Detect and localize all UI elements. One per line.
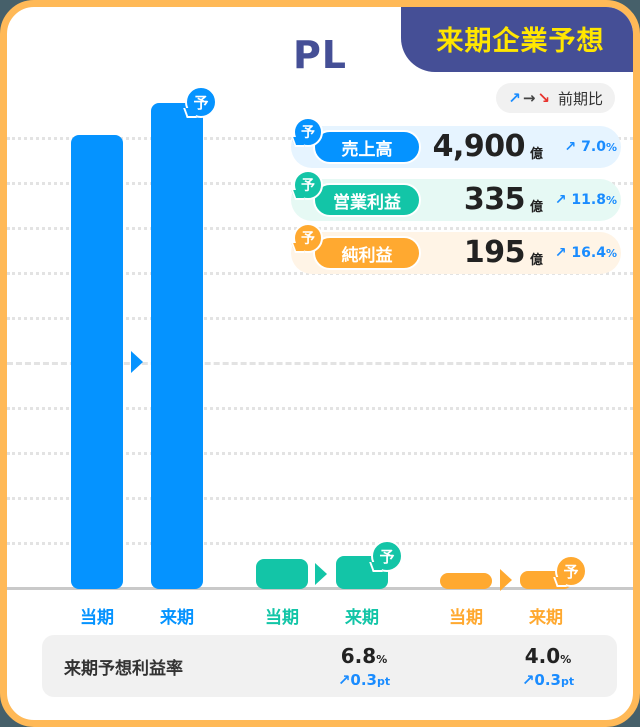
forecast-badge-icon: 予	[185, 86, 217, 118]
operating-margin-change: ↗0.3pt	[337, 671, 391, 689]
x-label-revenue-next: 来期	[160, 608, 194, 628]
arrow-up-icon: ↗	[564, 139, 577, 155]
arrow-right-icon	[500, 569, 512, 591]
x-label-net-current: 当期	[449, 608, 483, 628]
kpi-revenue: 売上高 予 4,900 億 ↗ 7.0%	[291, 117, 621, 168]
chart-title: PL	[292, 33, 348, 77]
arrow-right-icon	[131, 351, 143, 373]
arrow-flat-icon: →	[522, 89, 536, 107]
kpi-value: 195	[463, 235, 526, 270]
kpi-unit: 億	[529, 200, 543, 215]
bar-operating-current	[256, 559, 308, 589]
kpi-net-profit: 純利益 予 195 億 ↗ 16.4%	[291, 223, 621, 274]
net-margin-change: ↗0.3pt	[521, 671, 575, 689]
gridline-dashed	[7, 362, 633, 365]
x-label-operating-current: 当期	[265, 608, 299, 628]
bar-revenue-current	[71, 135, 123, 589]
x-label-operating-next: 来期	[345, 608, 379, 628]
net-margin-value: 4.0%	[524, 644, 572, 668]
arrow-up-icon: ↗	[554, 192, 567, 208]
gridline	[7, 407, 633, 410]
bar-chart: 予 予 予 当期 来期 当期 来期 当期 来期	[7, 7, 633, 720]
baseline	[7, 587, 633, 590]
gridline	[7, 452, 633, 455]
forecast-badge-icon: 予	[293, 170, 323, 200]
kpi-label: 売上高	[313, 130, 421, 164]
kpi-change: ↗ 11.8%	[554, 192, 617, 208]
bar-revenue-next	[151, 103, 203, 589]
gridline	[7, 317, 633, 320]
legend: ↗ → ↘ 前期比	[496, 83, 615, 113]
x-label-revenue-current: 当期	[80, 608, 114, 628]
kpi-operating-profit: 営業利益 予 335 億 ↗ 11.8%	[291, 170, 621, 221]
arrow-down-icon: ↘	[537, 89, 550, 107]
arrow-up-icon: ↗	[521, 671, 535, 689]
forecast-badge-icon: 予	[371, 540, 403, 572]
kpi-label: 純利益	[313, 236, 421, 270]
gridline	[7, 497, 633, 500]
forecast-banner: 来期企業予想	[401, 7, 633, 72]
forecast-badge-icon: 予	[293, 223, 323, 253]
kpi-change: ↗ 16.4%	[554, 245, 617, 261]
arrow-up-icon: ↗	[337, 671, 351, 689]
margin-label: 来期予想利益率	[64, 659, 183, 679]
kpi-value: 4,900	[432, 129, 526, 164]
kpi-label: 営業利益	[313, 183, 421, 217]
arrow-right-icon	[315, 563, 327, 585]
arrow-up-icon: ↗	[508, 89, 521, 107]
gridline	[7, 542, 633, 545]
profit-margin-panel: 来期予想利益率 6.8% ↗0.3pt 4.0% ↗0.3pt	[42, 635, 617, 697]
kpi-unit: 億	[529, 253, 543, 268]
operating-margin-value: 6.8%	[340, 644, 388, 668]
kpi-unit: 億	[529, 147, 543, 162]
forecast-badge-icon: 予	[293, 117, 323, 147]
kpi-value: 335	[463, 182, 526, 217]
kpi-change: ↗ 7.0%	[564, 139, 617, 155]
arrow-up-icon: ↗	[554, 245, 567, 261]
bar-net-current	[440, 573, 492, 589]
legend-label: 前期比	[557, 89, 603, 108]
x-label-net-next: 来期	[529, 608, 563, 628]
forecast-badge-icon: 予	[555, 555, 587, 587]
